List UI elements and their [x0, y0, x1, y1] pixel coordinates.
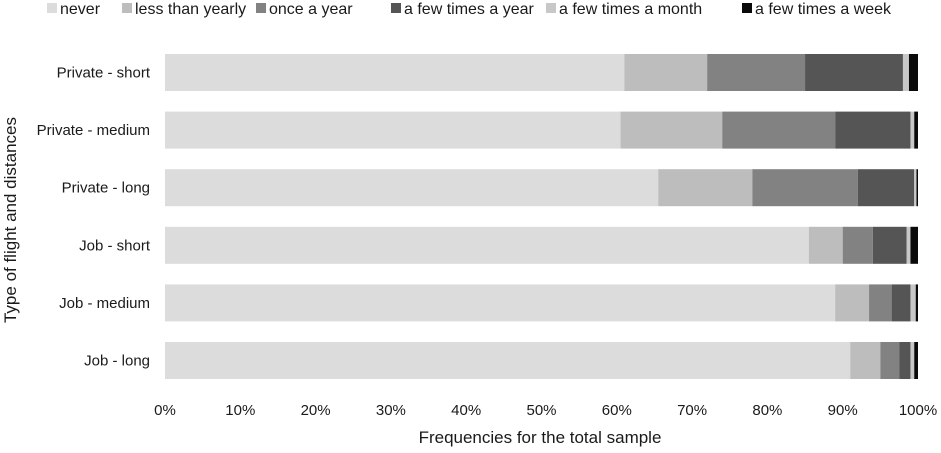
bar-segment: [165, 54, 625, 91]
category-labels: Private - short Private - medium Private -…: [37, 65, 151, 370]
x-tick-label: 0%: [154, 402, 176, 419]
bar-segment: [914, 169, 917, 207]
bar-segment: [808, 226, 843, 264]
legend-swatch: [256, 3, 266, 13]
bar-segment: [165, 169, 659, 207]
x-tick-label: 60%: [602, 402, 632, 419]
bar-segment: [165, 284, 836, 322]
bar-segment: [915, 284, 918, 322]
legend-item-4: a few times a year: [391, 1, 535, 18]
category-label: Private - short: [57, 65, 151, 82]
x-tick-label: 20%: [301, 402, 331, 419]
legend-swatch: [122, 3, 132, 13]
bar-segment: [165, 342, 851, 379]
legend-item-1: never: [47, 1, 101, 18]
legend-label: a few times a year: [404, 1, 535, 18]
bar-segment: [842, 226, 873, 264]
x-tick-label: 50%: [526, 402, 556, 419]
bar-row-3: [165, 169, 918, 207]
legend-swatch: [391, 3, 401, 13]
bar-segment: [869, 284, 892, 322]
bar-segment: [752, 169, 858, 207]
bar-segment: [620, 111, 723, 149]
bar-segment: [624, 54, 708, 91]
bar-segment: [906, 226, 911, 264]
x-tick-label: 10%: [225, 402, 255, 419]
bar-segment: [872, 226, 907, 264]
bar-segment: [899, 342, 911, 379]
legend: never less than yearly once a year a few ti…: [47, 1, 892, 18]
bar-segment: [910, 342, 915, 379]
bar-segment: [914, 111, 918, 149]
bar-segment: [165, 111, 621, 149]
bar-segment: [908, 54, 918, 91]
legend-item-5: a few times a month: [546, 1, 702, 18]
bar-segment: [910, 226, 918, 264]
legend-swatch: [546, 3, 556, 13]
bar-segment: [910, 284, 916, 322]
bar-segment: [835, 111, 911, 149]
bar-row-4: [165, 226, 918, 264]
bar-segment: [902, 54, 909, 91]
bar-segment: [880, 342, 900, 379]
bar-row-2: [165, 111, 918, 149]
y-axis-title: Type of flight and distances: [1, 117, 20, 323]
legend-label: once a year: [269, 1, 353, 18]
x-tick-label: 40%: [451, 402, 481, 419]
bar-segment: [707, 54, 806, 91]
bar-segment: [805, 54, 903, 91]
bars: [165, 54, 918, 379]
x-axis-title: Frequencies for the total sample: [419, 428, 662, 447]
category-label: Job - short: [79, 237, 151, 254]
bar-segment: [857, 169, 915, 207]
category-label: Private - medium: [37, 122, 150, 139]
legend-swatch: [742, 3, 752, 13]
bar-row-5: [165, 284, 918, 322]
x-tick-label: 100%: [899, 402, 937, 419]
bar-segment: [891, 284, 911, 322]
x-tick-label: 70%: [677, 402, 707, 419]
bar-segment: [910, 111, 915, 149]
category-label: Private - long: [62, 180, 150, 197]
bar-segment: [916, 169, 918, 207]
bar-segment: [835, 284, 870, 322]
bar-segment: [850, 342, 881, 379]
legend-label: a few times a month: [559, 1, 702, 18]
category-label: Job - long: [84, 353, 150, 370]
legend-label: less than yearly: [135, 1, 246, 18]
x-tick-label: 30%: [376, 402, 406, 419]
legend-item-6: a few times a week: [742, 1, 892, 18]
legend-item-3: once a year: [256, 1, 353, 18]
bar-segment: [722, 111, 836, 149]
x-axis-ticks: 0% 10% 20% 30% 40% 50% 60% 70% 80% 90% 100%: [154, 402, 937, 419]
x-tick-label: 90%: [828, 402, 858, 419]
bar-row-1: [165, 54, 918, 91]
bar-segment: [165, 226, 809, 264]
bar-segment: [658, 169, 753, 207]
x-tick-label: 80%: [752, 402, 782, 419]
legend-label: a few times a week: [755, 1, 892, 18]
bar-row-6: [165, 342, 918, 379]
bar-segment: [914, 342, 918, 379]
legend-item-2: less than yearly: [122, 1, 246, 18]
category-label: Job - medium: [59, 295, 150, 312]
legend-swatch: [47, 3, 57, 13]
legend-label: never: [60, 1, 101, 18]
